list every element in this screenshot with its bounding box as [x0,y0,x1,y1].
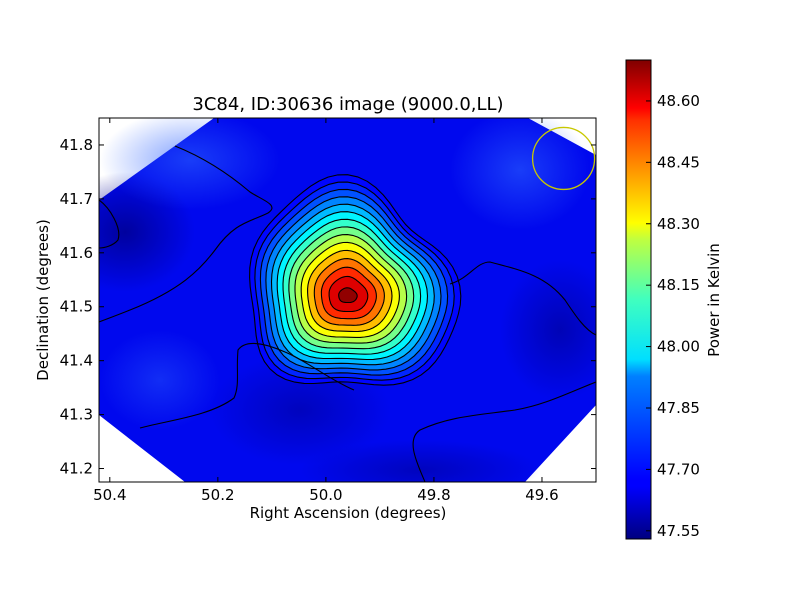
y-tick-label: 41.5 [60,298,93,316]
y-tick-label: 41.7 [60,190,93,208]
contour-line-right [449,261,596,336]
colorbar-tick-label: 47.55 [657,522,700,540]
x-axis: 50.4 50.2 50.0 49.8 49.6 [93,118,559,504]
contour-line [259,188,449,376]
colorbar-label: Power in Kelvin [705,243,723,357]
contour-lines [249,174,462,386]
colorbar-tick-label: 48.45 [657,153,700,171]
contour-line [288,226,415,350]
plot-area [98,117,597,483]
colorbar-tick-label: 47.85 [657,399,700,417]
colorbar-tick-label: 48.60 [657,92,700,110]
y-axis: 41.2 41.3 41.4 41.5 41.6 41.7 41.8 [60,136,596,478]
contour-line [300,241,400,338]
contour-line [338,287,358,304]
x-tick-label: 49.8 [417,486,450,504]
contour-line-lower-right [412,381,596,482]
contour-line [313,258,385,326]
colorbar-tick-label: 48.00 [657,338,700,356]
y-tick-label: 41.8 [60,136,93,154]
colorbar-tick-label: 48.15 [657,276,700,294]
y-tick-label: 41.3 [60,406,93,424]
contour-line [328,275,369,313]
contour-line-upper-left [99,145,273,323]
beam-circle [531,126,596,191]
contour-line [249,174,462,386]
contour-line [270,203,435,366]
contour-line [307,249,393,333]
y-tick-label: 41.6 [60,244,93,262]
axes-frame [98,117,597,483]
contour-line [320,266,377,320]
contour-line-lower-left [139,342,355,429]
x-axis-label: Right Ascension (degrees) [250,504,447,522]
background-contours [99,145,596,482]
chart-title: 3C84, ID:30636 image (9000.0,LL) [192,94,503,115]
y-tick-label: 41.2 [60,460,93,478]
x-tick-label: 50.4 [93,486,126,504]
contour-line [265,196,442,371]
x-tick-label: 50.2 [201,486,234,504]
contour-line [276,211,429,361]
contour-line [282,218,422,355]
contour-line [294,234,408,344]
x-tick-label: 49.6 [525,486,558,504]
contour-line-left-edge [99,199,120,249]
peak-core [340,289,355,302]
y-tick-label: 41.4 [60,352,93,370]
colorbar-tick-label: 47.70 [657,460,700,478]
colorbar-ticks: 47.55 47.70 47.85 48.00 48.15 48.30 48.45 48.60 [646,92,700,540]
background-patches [99,118,596,482]
colorbar-tick-label: 48.30 [657,215,700,233]
colorbar-gradient [625,59,652,540]
x-tick-label: 50.0 [309,486,342,504]
colorbar: 47.55 47.70 47.85 48.00 48.15 48.30 48.45 48.60… [625,59,723,540]
contour-line [254,181,455,381]
y-axis-label: Declination (degrees) [34,219,52,381]
